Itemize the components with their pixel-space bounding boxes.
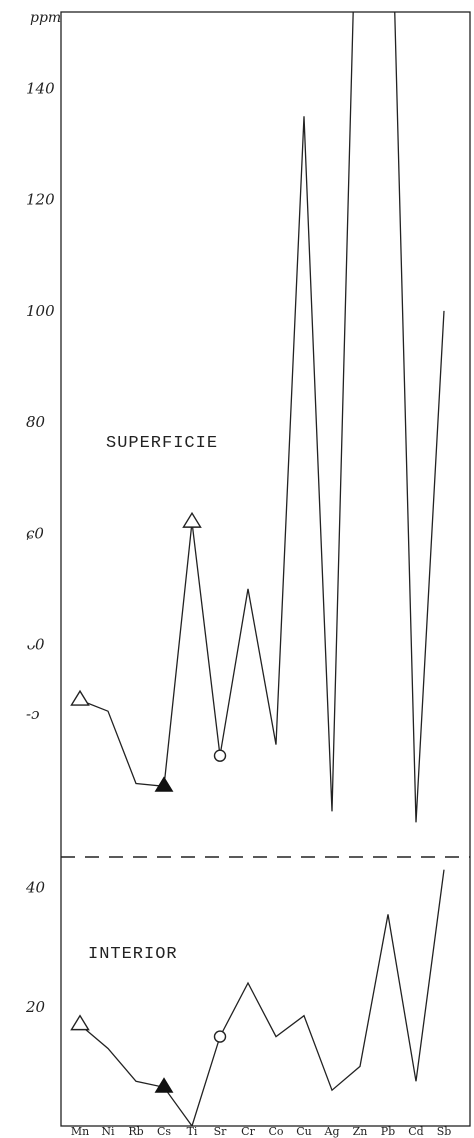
superficie-y-tick-label: ᴗ0: [26, 636, 45, 654]
superficie-y-tick-label: ɕ0: [26, 524, 44, 542]
category-label: Co: [268, 1125, 283, 1138]
interior-marker-triangle: [154, 1077, 174, 1093]
category-label: Ag: [324, 1125, 340, 1138]
superficie-y-tick-label: 80: [26, 413, 46, 431]
superficie-y-tick-label: 100: [26, 302, 55, 320]
superficie-y-tick-label: 140: [26, 80, 55, 98]
interior-marker-circle: [213, 1030, 227, 1043]
category-label: Sr: [214, 1125, 228, 1138]
panel-label-superficie: SUPERFICIE: [106, 434, 218, 453]
category-label: Sb: [437, 1125, 452, 1138]
superficie-marker-circle: [213, 749, 227, 762]
category-label: Pb: [381, 1125, 395, 1138]
superficie-marker-triangle: [182, 511, 202, 528]
superficie-marker-triangle: [70, 689, 90, 706]
category-axis: Mn Ni Rb Cs Ti Sr Cr Co Cu Ag Zn Pb Cd Sb: [71, 1125, 451, 1138]
category-label: Zn: [353, 1125, 368, 1138]
y-axis-unit-label: ppm: [30, 10, 61, 26]
panel-label-interior: INTERIOR: [88, 945, 178, 964]
category-label: Ni: [101, 1125, 115, 1138]
interior-series-line: [79, 869, 445, 1126]
category-label: Cr: [241, 1125, 255, 1138]
superficie-panel: ᴗ0 ɕ0 80 100 120 140 -ɔ: [26, 12, 445, 823]
superficie-y-tick-label: 120: [26, 191, 55, 209]
superficie-y-tick-label: -ɔ: [26, 705, 40, 723]
category-label: Ti: [187, 1125, 198, 1138]
category-label: Cu: [296, 1125, 312, 1138]
plot-frame: [60, 11, 471, 1127]
interior-marker-triangle: [70, 1014, 90, 1031]
interior-series-group: [79, 869, 445, 1126]
interior-y-tick-label: 40: [25, 879, 46, 897]
superficie-series-group: [79, 12, 445, 823]
superficie-marker-triangle: [154, 776, 174, 792]
category-label: Rb: [128, 1125, 143, 1138]
category-label: Mn: [71, 1125, 89, 1138]
category-label: Cd: [408, 1125, 423, 1138]
interior-y-tick-label: 20: [25, 998, 46, 1016]
superficie-series-line: [79, 12, 445, 823]
category-label: Cs: [157, 1125, 171, 1138]
